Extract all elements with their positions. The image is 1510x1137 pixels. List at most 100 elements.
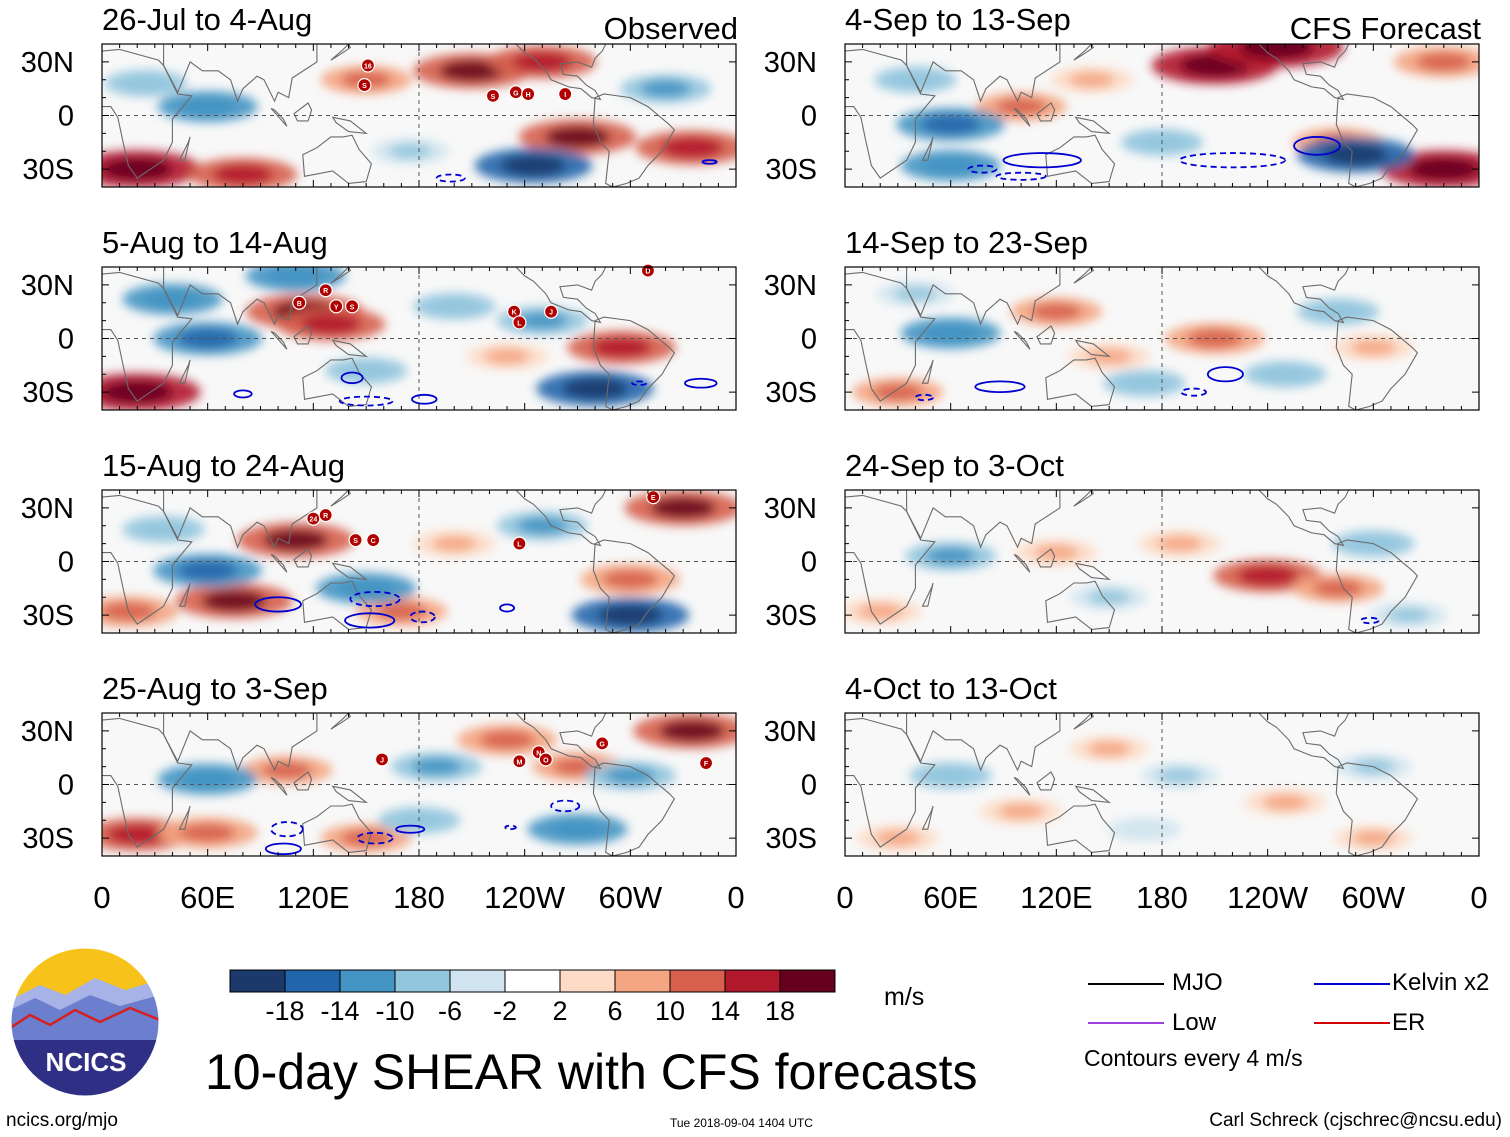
- colorbar-swatch: [614, 969, 671, 993]
- y-tick-label: 0: [801, 324, 817, 356]
- shear-anomaly-core: [1033, 544, 1079, 561]
- colorbar-label: 6: [607, 996, 622, 1026]
- coastline: [1013, 553, 1031, 573]
- kelvin-contour: [967, 164, 998, 174]
- kelvin-contours: [254, 590, 515, 629]
- coastline: [293, 102, 313, 122]
- shear-anomaly-core: [102, 157, 172, 181]
- shear-anomaly-core: [925, 547, 976, 565]
- shear-anomaly-core: [857, 603, 903, 620]
- colorbar-label: -2: [493, 996, 517, 1026]
- y-tick-label: 30S: [22, 823, 74, 855]
- storm-label: M: [516, 759, 522, 766]
- coastline: [270, 330, 288, 350]
- storm-label: C: [371, 538, 376, 545]
- x-tick-label: 60E: [180, 880, 235, 915]
- storm-icon: [360, 58, 376, 73]
- coastline: [592, 539, 676, 633]
- shear-anomaly-core: [1239, 44, 1314, 60]
- footer-url[interactable]: ncics.org/mjo: [6, 1110, 118, 1131]
- kelvin-contour: [499, 603, 515, 613]
- x-tick-label: 120E: [277, 880, 349, 915]
- storm-icon: [329, 299, 344, 314]
- y-tick-label: 30S: [765, 154, 817, 186]
- shear-anomaly-core: [479, 730, 535, 750]
- storm-marker: S: [357, 78, 372, 93]
- storm-label: H: [526, 92, 531, 99]
- storm-label: 24: [309, 517, 317, 524]
- kelvin-contour: [631, 380, 648, 386]
- coastline: [906, 490, 1061, 549]
- panel-period: 5-Aug to 14-Aug: [102, 225, 328, 260]
- kelvin-contour: [254, 596, 302, 613]
- coastline: [163, 713, 318, 772]
- shear-anomaly-core: [1313, 579, 1364, 597]
- shear-anomaly-core: [1158, 767, 1202, 784]
- y-tick-label: 30N: [764, 270, 817, 302]
- shear-anomaly-core: [261, 761, 312, 779]
- coastline: [1045, 134, 1116, 184]
- coastline: [515, 44, 607, 101]
- kelvin-contour: [684, 377, 718, 389]
- coastline: [1045, 580, 1116, 630]
- storm-label: Y: [334, 304, 339, 311]
- shear-anomaly-core: [180, 97, 236, 116]
- colorbar-label: -18: [265, 996, 304, 1026]
- shear-anomaly-core: [660, 137, 724, 158]
- x-tick-label: 0: [1470, 880, 1487, 915]
- coastline: [178, 359, 191, 384]
- shear-anomaly-core: [1031, 303, 1082, 321]
- storm-label: F: [704, 761, 709, 768]
- coastline: [1036, 325, 1056, 345]
- kelvin-contours: [967, 136, 1341, 181]
- storm-icon: [558, 86, 573, 102]
- coastline: [163, 44, 318, 103]
- coastline: [1074, 116, 1112, 135]
- shear-anomaly-core: [920, 114, 981, 135]
- x-tick-label: 60E: [923, 880, 978, 915]
- coastline: [592, 762, 676, 856]
- shear-anomaly-core: [659, 720, 725, 742]
- shear-anomaly-core: [1121, 375, 1168, 392]
- colorbar-label: -6: [438, 996, 462, 1026]
- y-tick-label: 30S: [22, 600, 74, 632]
- storm-marker: H: [521, 86, 536, 102]
- legend-label-mjo: MJO: [1172, 969, 1223, 996]
- storm-marker: S: [485, 88, 501, 103]
- shear-anomaly-core: [123, 75, 169, 92]
- storm-icon: [512, 754, 527, 769]
- kelvin-contour: [270, 821, 304, 838]
- panel-5: 30N 0 30S 4-Sep to 13-Sep CFS Forecast: [764, 2, 1481, 188]
- footer-author: Carl Schreck (cjschrec@ncsu.edu): [1209, 1110, 1502, 1131]
- shear-anomaly-core: [1351, 830, 1395, 846]
- storm-icon: [292, 295, 307, 310]
- coastline: [1258, 267, 1350, 324]
- kelvin-contour: [701, 159, 718, 165]
- coastline: [1073, 267, 1094, 284]
- coastline: [302, 580, 373, 630]
- x-tick-label: 180: [393, 880, 445, 915]
- coastline: [845, 48, 936, 179]
- logo-text: NCICS: [46, 1047, 127, 1077]
- coastline: [921, 805, 934, 830]
- shear-field: [102, 713, 736, 853]
- y-tick-label: 30N: [21, 47, 74, 79]
- storm-label: R: [323, 513, 328, 520]
- colorbar-swatch: [284, 969, 341, 993]
- storm-icon: [357, 78, 372, 93]
- coastline: [270, 776, 288, 796]
- x-tick-label: 0: [836, 880, 853, 915]
- storm-icon: [512, 315, 527, 330]
- shear-anomaly-core: [1350, 339, 1396, 356]
- shear-anomaly-core: [1087, 589, 1131, 605]
- kelvin-contour: [338, 395, 394, 407]
- coastline: [331, 562, 369, 581]
- shear-anomaly-core: [439, 60, 505, 82]
- legend-line-er: [1314, 1022, 1390, 1024]
- kelvin-contour: [1293, 136, 1341, 156]
- colorbar-swatch: [559, 969, 616, 993]
- kelvin-contour: [409, 610, 436, 624]
- coastlines: [102, 713, 676, 856]
- colorbar-swatch: [394, 969, 451, 993]
- kelvin-contour: [914, 393, 934, 402]
